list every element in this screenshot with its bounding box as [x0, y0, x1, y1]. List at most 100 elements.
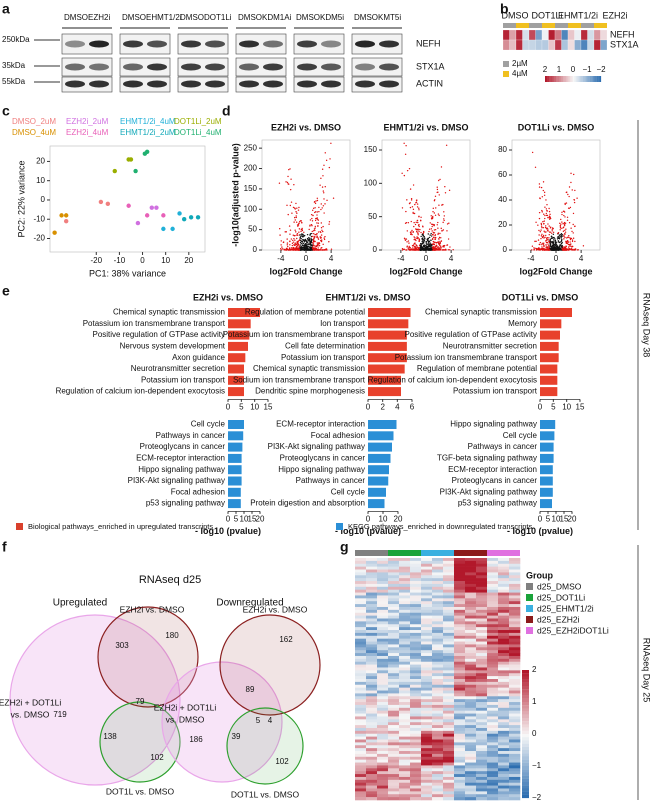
volcano-dot [317, 247, 318, 248]
volcano-dot [556, 249, 557, 250]
heat-cell [366, 601, 377, 604]
heat-cell [498, 734, 509, 737]
bar [228, 499, 241, 508]
heat-cell [476, 702, 487, 705]
legend-label: d25_DMSO [537, 581, 582, 591]
volcano-dot [559, 244, 560, 245]
volcano-dot [443, 218, 444, 219]
heat-cell [432, 578, 443, 581]
heat-cell [487, 570, 498, 573]
volcano-dot [285, 181, 286, 182]
colorbar-cell [522, 734, 529, 737]
heat-cell [421, 731, 432, 734]
heat-cell [366, 581, 377, 584]
colorbar-cell [566, 76, 568, 82]
volcano-dot [298, 231, 299, 232]
legend-swatch [526, 594, 533, 601]
volcano-dot [323, 237, 324, 238]
volcano-dot [299, 249, 300, 250]
volcano-dot [312, 247, 313, 248]
heat-cell [465, 633, 476, 636]
category-label: Ion transport [320, 319, 366, 328]
volcano-dot [418, 249, 419, 250]
heat-cell [487, 788, 498, 791]
colorbar-cell [522, 728, 529, 731]
heat-cell [377, 656, 388, 659]
heat-cell [355, 572, 366, 575]
heat-cell [487, 760, 498, 763]
heat-cell [454, 572, 465, 575]
heat-cell [377, 644, 388, 647]
group-label: EZH2i [602, 10, 627, 20]
volcano-dot [555, 247, 556, 248]
volcano-dot [422, 238, 423, 239]
heat-cell [498, 650, 509, 653]
volcano-dot [409, 247, 410, 248]
heat-cell [421, 567, 432, 570]
heat-cell [421, 714, 432, 717]
volcano-dot [300, 238, 301, 239]
heat-cell [421, 619, 432, 622]
legend-label: 2µM [512, 59, 528, 68]
heat-cell [421, 788, 432, 791]
heat-cell [366, 604, 377, 607]
legend-swatch [526, 605, 533, 612]
heat-cell [355, 676, 366, 679]
heat-cell [366, 716, 377, 719]
heat-cell [388, 572, 399, 575]
heat-cell [377, 702, 388, 705]
heat-cell [377, 797, 388, 800]
volcano-dot [566, 192, 567, 193]
venn-title: RNAseq d25 [139, 574, 201, 586]
heat-cell [432, 598, 443, 601]
colorbar-cell [522, 795, 529, 798]
heat-cell [454, 682, 465, 685]
volcano-dot [570, 243, 571, 244]
heat-cell [498, 607, 509, 610]
lane-label: KDM1Ai [262, 13, 292, 22]
heat-cell [377, 760, 388, 763]
heat-cell [498, 774, 509, 777]
category-label: Proteoglycans in cancer [280, 454, 366, 463]
volcano-dot [569, 237, 570, 238]
dose-strip [503, 23, 510, 28]
heat-cell [377, 771, 388, 774]
heat-cell [498, 673, 509, 676]
heat-cell [443, 584, 454, 587]
heat-cell [454, 765, 465, 768]
volcano-dot [310, 249, 311, 250]
heat-cell [410, 722, 421, 725]
dose-strip [555, 23, 562, 28]
heat-cell [454, 584, 465, 587]
heat-cell [355, 740, 366, 743]
heat-cell [509, 676, 520, 679]
heat-cell [399, 768, 410, 771]
heat-cell [377, 587, 388, 590]
volcano-dot [295, 242, 296, 243]
heat-cell [509, 644, 520, 647]
heat-cell [410, 765, 421, 768]
volcano-dot [425, 248, 426, 249]
volcano-dot [538, 239, 539, 240]
y-tick-label: 40 [498, 195, 507, 204]
heat-cell [366, 780, 377, 783]
heat-cell [487, 673, 498, 676]
heat-cell [498, 636, 509, 639]
x-tick-label: 10 [250, 403, 259, 412]
heat-cell [498, 647, 509, 650]
heat-cell [454, 558, 465, 561]
heat-cell [498, 587, 509, 590]
heat-cell [509, 685, 520, 688]
category-label: ECM-receptor interaction [276, 420, 365, 429]
heat-cell [443, 627, 454, 630]
volcano-dot [424, 245, 425, 246]
heat-cell [476, 595, 487, 598]
volcano-dot [411, 198, 412, 199]
heat-cell [498, 656, 509, 659]
heat-cell [498, 763, 509, 766]
dose-strip [510, 23, 517, 28]
heat-cell [432, 783, 443, 786]
heat-cell [421, 613, 432, 616]
legend-entry: EHMT1/2i_4uM [120, 117, 176, 126]
volcano-dot [311, 245, 312, 246]
